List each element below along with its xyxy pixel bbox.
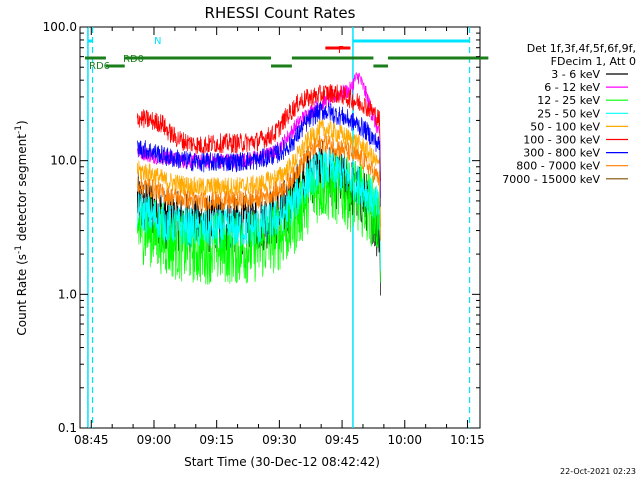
legend-entry-label: 6 - 12 keV bbox=[544, 81, 600, 94]
x-tick-label: 10:15 bbox=[450, 433, 485, 447]
series-line-6 bbox=[136, 101, 381, 207]
y-tick-label: 10.0 bbox=[50, 154, 77, 168]
y-label-sup-2: -1 bbox=[14, 125, 24, 134]
rd0-label: RD0 bbox=[123, 54, 144, 65]
front-segment-f-label: F bbox=[338, 45, 344, 56]
y-tick-label: 0.1 bbox=[58, 421, 77, 435]
x-tick-label: 09:00 bbox=[137, 433, 172, 447]
x-tick-label: 09:15 bbox=[199, 433, 234, 447]
axis-ticks: 08:45 09:00 09:15 09:30 09:45 10:00 10:15 0.1 1.… bbox=[43, 20, 485, 447]
x-tick-label: 09:30 bbox=[262, 433, 297, 447]
legend-entry-label: 7000 - 15000 keV bbox=[502, 173, 600, 186]
legend-header-line-2: FDecim 1, Att 0 bbox=[551, 55, 636, 68]
y-tick-label: 1.0 bbox=[58, 287, 77, 301]
legend-entry-label: 12 - 25 keV bbox=[537, 94, 600, 107]
y-tick-label: 100.0 bbox=[43, 20, 77, 34]
generation-timestamp: 22-Oct-2021 02:23 bbox=[560, 467, 636, 476]
y-label-part-3: ) bbox=[15, 120, 29, 125]
rd6-label: RD6 bbox=[89, 61, 110, 72]
series-line-3 bbox=[136, 149, 381, 271]
legend-entry-label: 25 - 50 keV bbox=[537, 107, 600, 120]
x-axis-label: Start Time (30-Dec-12 08:42:42) bbox=[184, 455, 380, 469]
legend-header-line-1: Det 1f,3f,4f,5f,6f,9f, bbox=[527, 42, 636, 55]
chart-title: RHESSI Count Rates bbox=[205, 4, 356, 22]
series-line-4 bbox=[136, 119, 381, 228]
series-line-5 bbox=[136, 84, 381, 182]
series-line-7 bbox=[136, 133, 381, 241]
y-label-part-1: Count Rate (s bbox=[15, 254, 29, 336]
y-label-part-2: detector segment bbox=[15, 134, 29, 245]
attenuator-n-label: N bbox=[154, 36, 161, 47]
x-tick-label: 09:45 bbox=[325, 433, 360, 447]
legend-entry-label: 800 - 7000 keV bbox=[516, 160, 600, 173]
legend-entry-label: 100 - 300 keV bbox=[523, 134, 600, 147]
legend-entry-label: 300 - 800 keV bbox=[523, 147, 600, 160]
y-axis-label: Count Rate (s-1 detector segment-1) bbox=[14, 120, 29, 335]
legend-entry-label: 50 - 100 keV bbox=[530, 120, 600, 133]
series-group bbox=[136, 72, 381, 296]
legend: Det 1f,3f,4f,5f,6f,9f, FDecim 1, Att 0 3… bbox=[502, 42, 636, 186]
legend-entry-label: 3 - 6 keV bbox=[551, 68, 600, 81]
instrument-state-overlay bbox=[85, 27, 489, 428]
x-tick-label: 10:00 bbox=[387, 433, 422, 447]
plot-frame bbox=[79, 26, 481, 429]
y-label-sup-1: -1 bbox=[14, 245, 24, 254]
x-tick-label: 08:45 bbox=[74, 433, 109, 447]
